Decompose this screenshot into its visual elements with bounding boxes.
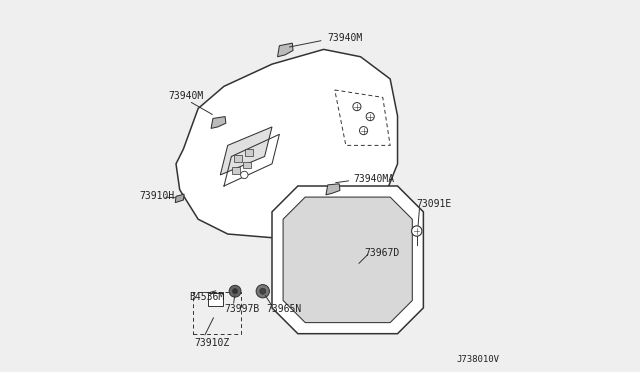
Circle shape: [256, 285, 269, 298]
Polygon shape: [278, 43, 293, 57]
Text: 73910H: 73910H: [139, 191, 174, 201]
Circle shape: [353, 103, 361, 111]
Circle shape: [260, 288, 266, 294]
Circle shape: [241, 171, 248, 179]
Text: B4536M: B4536M: [189, 292, 224, 302]
Text: J738010V: J738010V: [456, 355, 499, 364]
Text: 73910Z: 73910Z: [195, 338, 230, 348]
Polygon shape: [175, 194, 184, 203]
Text: 73997B: 73997B: [224, 304, 259, 314]
Bar: [244, 150, 253, 156]
Text: 73940M: 73940M: [168, 90, 204, 100]
Circle shape: [229, 285, 241, 297]
Text: 73965N: 73965N: [266, 304, 301, 314]
Circle shape: [366, 112, 374, 121]
Circle shape: [232, 289, 237, 294]
Polygon shape: [272, 186, 424, 334]
Bar: [232, 167, 240, 174]
Polygon shape: [220, 127, 272, 175]
Text: 73940MA: 73940MA: [353, 174, 394, 184]
Polygon shape: [326, 184, 340, 195]
Polygon shape: [283, 197, 412, 323]
Polygon shape: [176, 49, 397, 238]
Circle shape: [360, 126, 367, 135]
Bar: [209, 293, 223, 306]
Text: 73091E: 73091E: [416, 199, 451, 209]
Polygon shape: [211, 116, 226, 128]
Bar: [234, 155, 242, 161]
Bar: [243, 161, 252, 168]
Text: 73967D: 73967D: [364, 248, 399, 258]
Text: 73940M: 73940M: [328, 33, 363, 43]
Circle shape: [412, 226, 422, 236]
